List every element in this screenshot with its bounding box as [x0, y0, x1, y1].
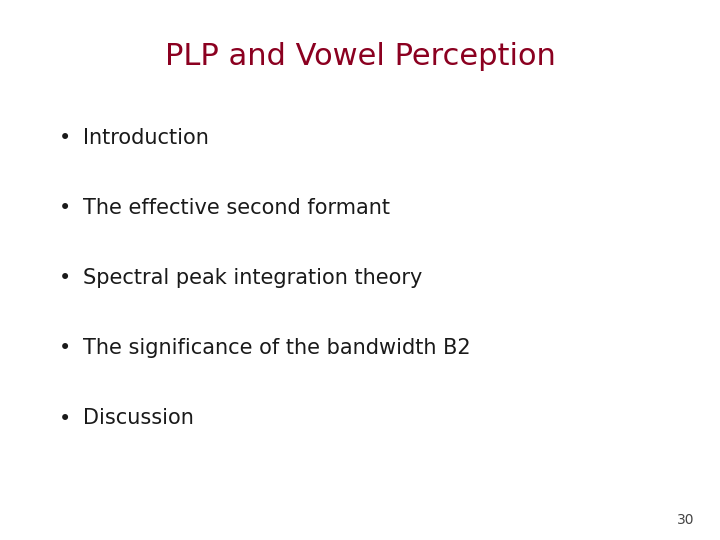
- Text: 30: 30: [678, 512, 695, 526]
- Text: •: •: [58, 198, 71, 218]
- Text: Introduction: Introduction: [83, 127, 209, 148]
- Text: •: •: [58, 338, 71, 359]
- Text: PLP and Vowel Perception: PLP and Vowel Perception: [165, 42, 555, 71]
- Text: The significance of the bandwidth B2: The significance of the bandwidth B2: [83, 338, 470, 359]
- Text: •: •: [58, 268, 71, 288]
- Text: The effective second formant: The effective second formant: [83, 198, 390, 218]
- Text: •: •: [58, 127, 71, 148]
- Text: •: •: [58, 408, 71, 429]
- Text: Discussion: Discussion: [83, 408, 194, 429]
- Text: Spectral peak integration theory: Spectral peak integration theory: [83, 268, 422, 288]
